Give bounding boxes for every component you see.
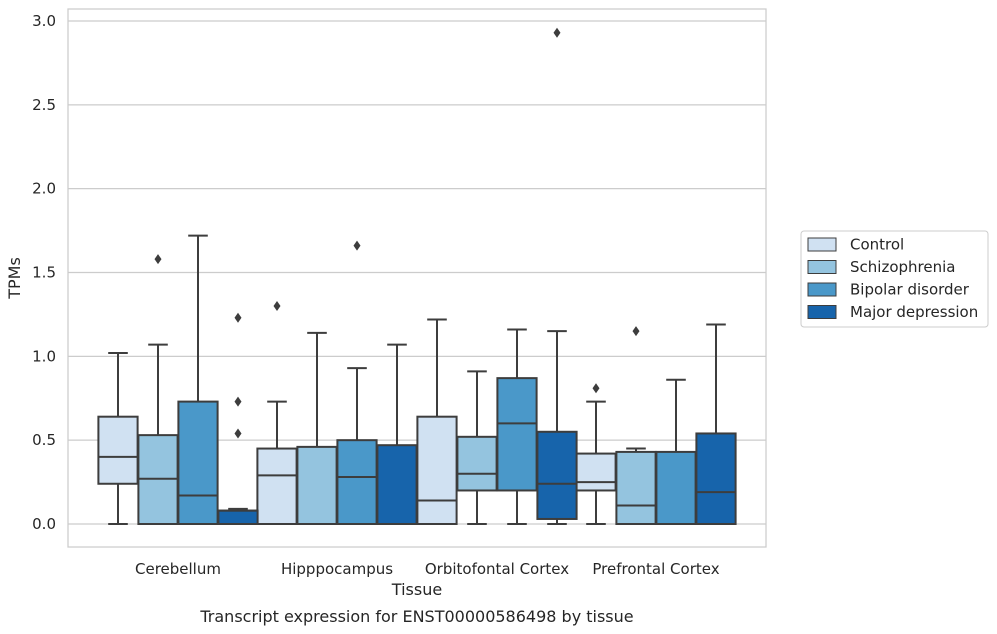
outlier-point <box>353 240 361 251</box>
box <box>296 445 338 525</box>
x-tick-label: Orbitofontal Cortex <box>425 560 569 578</box>
outlier-point <box>234 428 242 439</box>
outlier-point <box>273 301 281 312</box>
box-group <box>336 240 378 525</box>
legend-label: Control <box>850 236 904 254</box>
box <box>575 452 617 492</box>
plot-frame <box>67 8 767 548</box>
legend-swatch <box>807 237 837 252</box>
box-group <box>217 312 259 526</box>
legend-frame <box>800 230 989 328</box>
box-group <box>416 318 458 525</box>
box-group <box>177 234 219 525</box>
box <box>177 400 219 525</box>
box <box>336 439 378 525</box>
y-tick-labels: 0.0 0.5 1.0 1.5 2.0 2.5 3.0 <box>32 12 56 533</box>
outlier-point <box>154 254 162 265</box>
x-tick-label: Cerebellum <box>135 560 221 578</box>
box <box>615 450 657 525</box>
box <box>536 430 578 520</box>
x-axis-title: Tissue <box>391 580 442 599</box>
box <box>456 435 498 492</box>
box-group <box>296 331 338 525</box>
outlier-point <box>234 312 242 323</box>
x-tick-label: Hipppocampus <box>281 560 393 578</box>
y-tick-label: 2.0 <box>32 180 56 198</box>
legend-label: Bipolar disorder <box>850 281 970 299</box>
legend: Control Schizophrenia Bipolar disorder Majo… <box>800 230 989 328</box>
y-tick-label: 0.0 <box>32 515 56 533</box>
box <box>416 415 458 525</box>
outlier-point <box>553 27 561 38</box>
legend-label: Schizophrenia <box>850 258 955 276</box>
y-axis-title: TPMs <box>5 257 24 300</box>
box <box>97 415 139 485</box>
outlier-point <box>592 383 600 394</box>
legend-items: Control Schizophrenia Bipolar disorder Majo… <box>807 236 978 321</box>
legend-swatch <box>807 260 837 274</box>
box <box>256 447 298 525</box>
box <box>655 450 697 525</box>
box-group <box>256 301 298 525</box>
box <box>376 444 418 525</box>
boxes <box>97 27 737 526</box>
box-group <box>536 27 578 525</box>
y-tick-label: 1.5 <box>32 264 56 282</box>
legend-label: Major depression <box>850 303 978 321</box>
y-tick-label: 1.0 <box>32 347 56 365</box>
box <box>496 377 538 492</box>
y-tick-label: 0.5 <box>32 431 56 449</box>
box-group <box>456 370 498 525</box>
box <box>695 432 737 525</box>
box-group <box>575 383 617 525</box>
legend-swatch <box>807 305 837 319</box>
box-group <box>137 254 179 525</box>
x-tick-labels: Cerebellum Hipppocampus Orbitofontal Corte… <box>135 560 720 578</box>
legend-swatch <box>807 282 837 297</box>
box-group <box>376 343 418 525</box>
box-group <box>655 378 697 525</box>
y-tick-label: 3.0 <box>32 12 56 30</box>
y-tick-label: 2.5 <box>32 96 56 114</box>
box-group <box>695 323 737 525</box>
chart-caption: Transcript expression for ENST0000058649… <box>199 607 633 626</box>
box-group <box>97 351 139 525</box>
x-tick-label: Prefrontal Cortex <box>592 560 719 578</box>
outlier-point <box>234 396 242 407</box>
outlier-point <box>632 326 640 337</box>
box <box>217 509 259 526</box>
